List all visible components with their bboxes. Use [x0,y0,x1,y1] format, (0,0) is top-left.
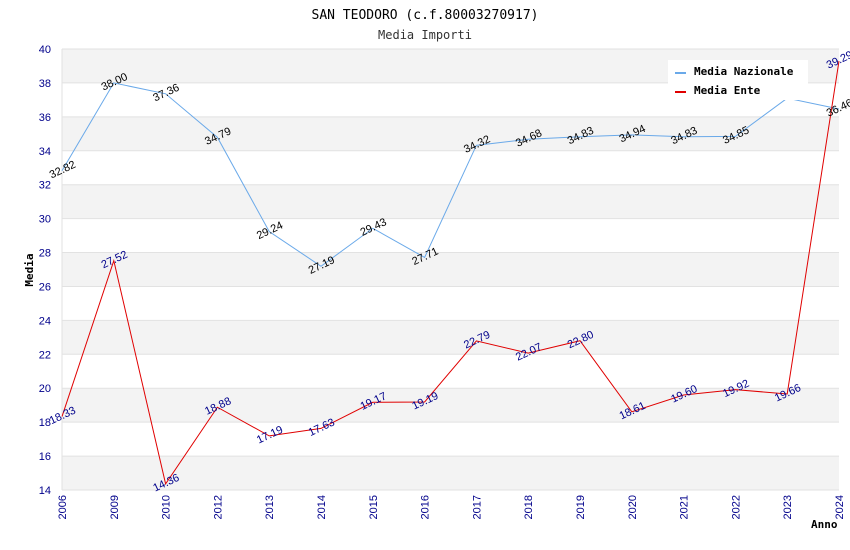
grid-band [62,456,839,490]
y-tick-label: 22 [39,349,51,361]
x-tick-labels: 2006 2009 2010 2012 2013 2014 2015 2016 2017 2018… [57,495,846,519]
grid-band [62,252,839,287]
y-tick-labels: 14 16 18 20 22 24 26 28 30 32 34 36 38 40 [39,44,51,497]
x-tick-label: 2006 [57,495,69,519]
x-tick-label: 2021 [679,495,691,519]
y-tick-label: 38 [39,78,51,90]
x-tick-label: 2022 [730,495,742,519]
y-tick-label: 24 [39,315,51,327]
x-tick-label: 2015 [368,495,380,519]
x-tick-label: 2013 [264,495,276,519]
x-tick-label: 2017 [471,495,483,519]
legend: Media Nazionale Media Ente [668,60,808,100]
grid-band [62,388,839,423]
series-line-media-nazionale [61,82,840,267]
grid-bands [62,49,839,490]
grid-band [62,320,839,355]
legend-background [668,60,808,100]
y-tick-label: 16 [39,451,51,463]
chart-title: SAN TEODORO (c.f.80003270917) [312,8,539,23]
y-tick-label: 28 [39,248,51,260]
legend-label-media-ente: Media Ente [694,84,761,97]
series-lines [61,60,840,486]
y-tick-label: 20 [39,383,51,395]
chart-subtitle: Media Importi [378,28,472,42]
grid-band [62,150,839,185]
y-tick-label: 14 [39,485,51,497]
grid-band [62,218,839,253]
grid-band [62,286,839,321]
x-tick-label: 2020 [627,495,639,519]
y-tick-label: 30 [39,214,51,226]
legend-label-media-nazionale: Media Nazionale [694,65,794,78]
x-tick-label: 2018 [523,495,535,519]
x-axis-label: Anno [811,518,838,531]
x-tick-label: 2010 [161,495,173,519]
grid-band [62,116,839,151]
grid-lines [61,48,839,491]
y-axis-label: Media [23,253,36,286]
x-tick-label: 2016 [420,495,432,519]
y-tick-label: 26 [39,281,51,293]
y-tick-label: 34 [39,146,51,158]
x-tick-label: 2023 [782,495,794,519]
x-tick-label: 2009 [109,495,121,519]
y-tick-label: 32 [39,180,51,192]
y-tick-label: 36 [39,112,51,124]
y-tick-label: 40 [39,44,51,56]
series-line-media-ente [61,60,840,486]
x-tick-label: 2024 [834,495,846,519]
y-tick-label: 18 [39,417,51,429]
x-tick-label: 2014 [316,495,328,519]
grid-band [62,422,839,457]
x-tick-label: 2012 [212,495,224,519]
x-tick-label: 2019 [575,495,587,519]
